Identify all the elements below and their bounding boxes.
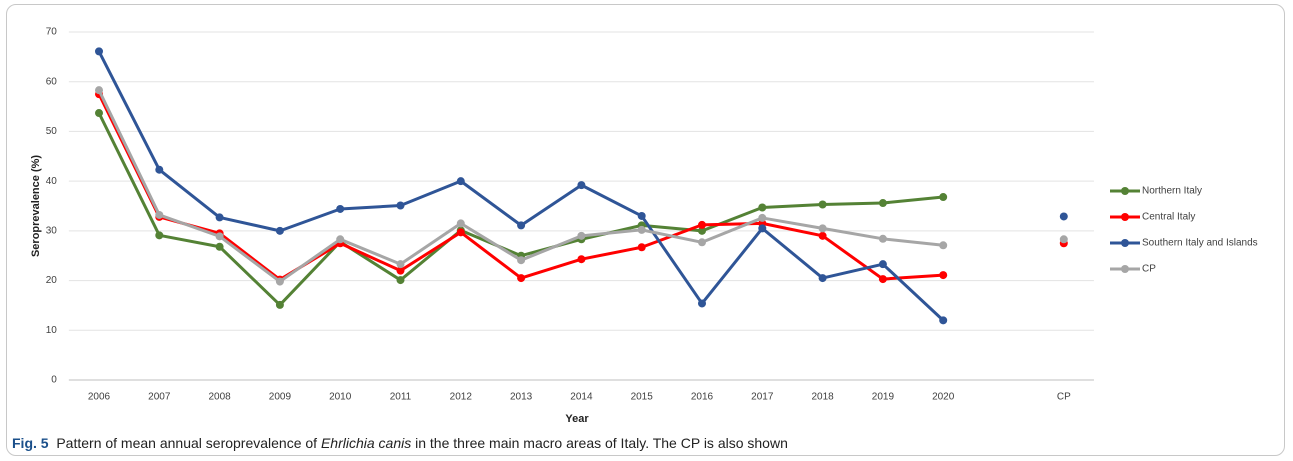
legend-label: Northern Italy	[1142, 186, 1202, 197]
point	[155, 231, 164, 240]
caption: Fig. 5 Pattern of mean annual seropreval…	[12, 435, 788, 451]
y-tick-label: 10	[46, 325, 58, 336]
legend-marker	[1121, 239, 1129, 247]
caption-text: in the three main macro areas of Italy. …	[411, 435, 788, 451]
point	[396, 266, 405, 275]
legend-marker	[1121, 213, 1129, 221]
point	[517, 256, 526, 265]
x-tick-label: 2012	[450, 392, 473, 403]
x-tick-label: 2009	[269, 392, 292, 403]
caption-label: Fig. 5	[12, 435, 49, 451]
y-tick-label: 60	[46, 76, 58, 87]
point	[818, 224, 827, 233]
point	[456, 219, 465, 228]
point	[637, 243, 646, 252]
point	[396, 201, 405, 210]
y-tick-label: 20	[46, 275, 58, 286]
point	[758, 224, 767, 233]
point	[155, 165, 164, 174]
point	[275, 277, 284, 286]
point	[336, 235, 345, 244]
y-tick-label: 0	[51, 375, 57, 386]
point	[939, 271, 948, 280]
point	[878, 260, 887, 269]
point	[758, 213, 767, 222]
y-tick-label: 70	[46, 27, 58, 38]
x-tick-label: 2014	[570, 392, 593, 403]
x-axis-title: Year	[565, 413, 589, 425]
figure-frame	[6, 4, 1285, 456]
x-tick-label: 2019	[872, 392, 895, 403]
x-tick-label: 2013	[510, 392, 533, 403]
point	[818, 231, 827, 240]
point	[637, 225, 646, 234]
point	[95, 47, 103, 56]
chart: Seroprevalence (%) Year 0 10 20 30 40 50 60 70 2…	[30, 27, 1258, 425]
legend-label: Central Italy	[1142, 212, 1195, 223]
point	[456, 177, 465, 186]
point	[155, 210, 164, 219]
point	[939, 316, 948, 325]
point	[698, 220, 706, 229]
x-tick-label: 2007	[148, 392, 171, 403]
x-tick-label: 2011	[390, 392, 412, 403]
point	[275, 300, 284, 309]
point	[396, 260, 405, 269]
point	[939, 193, 948, 202]
point	[456, 228, 465, 237]
y-axis-title: Seroprevalence (%)	[30, 155, 42, 257]
point	[215, 213, 224, 222]
y-tick-label: 30	[46, 225, 58, 236]
point	[637, 211, 646, 220]
point	[758, 203, 767, 212]
point	[577, 181, 586, 190]
point	[818, 200, 827, 209]
point	[698, 238, 706, 247]
legend-label: CP	[1142, 264, 1156, 275]
point	[577, 255, 586, 264]
point	[517, 221, 526, 230]
legend-marker	[1121, 265, 1129, 273]
point	[275, 226, 284, 235]
point	[95, 109, 103, 118]
point	[396, 276, 405, 285]
point	[698, 226, 706, 235]
caption-text: Pattern of mean annual seroprevalence of	[56, 435, 321, 451]
x-tick-label: 2018	[811, 392, 834, 403]
point	[577, 231, 586, 240]
x-tick-label: 2015	[631, 392, 654, 403]
point	[939, 241, 948, 250]
caption-species: Ehrlichia canis	[320, 435, 412, 451]
point	[878, 234, 887, 243]
point	[1059, 235, 1068, 244]
point	[878, 199, 887, 208]
x-tick-label: 2020	[932, 392, 955, 403]
point	[517, 274, 526, 283]
point	[698, 299, 706, 308]
legend-marker	[1121, 187, 1129, 195]
point	[818, 274, 827, 283]
x-tick-label: 2006	[88, 392, 111, 403]
point	[215, 242, 224, 251]
x-tick-label: 2008	[208, 392, 231, 403]
y-tick-label: 40	[46, 176, 58, 187]
point	[95, 86, 103, 95]
point	[336, 204, 345, 213]
x-tick-label: 2016	[691, 392, 714, 403]
x-tick-label: 2017	[751, 392, 774, 403]
x-tick-label: CP	[1057, 392, 1071, 403]
point	[215, 232, 224, 241]
legend-label: Southern Italy and Islands	[1142, 238, 1258, 249]
x-tick-label: 2010	[329, 392, 352, 403]
y-tick-label: 50	[46, 126, 58, 137]
point	[1059, 212, 1068, 221]
point	[878, 275, 887, 284]
